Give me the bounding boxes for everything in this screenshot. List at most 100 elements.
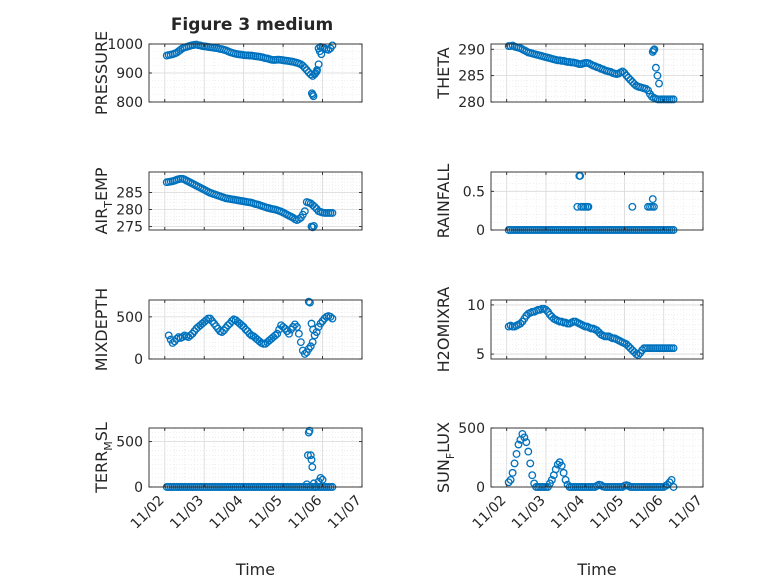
y-label-part: EMP [92, 167, 111, 201]
data-point [624, 342, 633, 351]
y-axis-label: AIRTEMP [92, 167, 115, 234]
data-point [634, 351, 643, 360]
y-tick-label: 0 [134, 352, 143, 368]
data-point [522, 438, 531, 447]
data-point [508, 468, 517, 477]
data-point [553, 460, 562, 469]
data-point [648, 195, 657, 204]
data-point [302, 66, 311, 75]
figure-title: Figure 3 medium [171, 15, 333, 35]
x-axis-label: Time [576, 560, 616, 579]
data-point [305, 426, 314, 435]
data-point [651, 63, 660, 72]
y-tick-label: 900 [116, 66, 143, 82]
axes-box [148, 427, 363, 488]
y-axis-label: MIXDEPTH [92, 288, 111, 371]
data-point [245, 329, 254, 338]
data-point [218, 328, 226, 336]
data-point [545, 310, 554, 319]
y-tick-label: 275 [116, 220, 143, 236]
data-point [308, 338, 317, 347]
data-point [168, 339, 177, 347]
data-point [310, 202, 319, 211]
data-point [300, 349, 309, 358]
data-point [223, 321, 232, 330]
data-point [559, 468, 568, 477]
data-point [584, 202, 593, 211]
data-point [326, 312, 335, 321]
y-axis-label: H2OMIXRA [434, 287, 453, 373]
y-axis-label: SUNFLUX [434, 422, 457, 493]
data-point [308, 463, 317, 471]
y-tick-label: 285 [116, 185, 143, 201]
data-point [294, 215, 303, 224]
data-point [622, 340, 631, 349]
data-point [650, 45, 659, 54]
data-point [309, 221, 318, 230]
y-tick-label: 280 [116, 203, 143, 219]
data-point [618, 67, 627, 76]
data-point [653, 71, 662, 80]
data-point [308, 223, 317, 232]
y-tick-label: 285 [458, 69, 485, 85]
y-axis-label: THETA [434, 47, 453, 99]
data-point [237, 321, 246, 330]
y-tick-label: 0 [134, 480, 143, 496]
subplot-6: 5 10 H2OMIXRA [434, 287, 704, 373]
data-point [622, 71, 631, 80]
axes-box [148, 299, 363, 360]
y-tick-label: 280 [458, 95, 485, 111]
data-point [512, 450, 521, 458]
y-tick-label: 5 [476, 347, 485, 363]
data-point [164, 331, 173, 340]
data-point [314, 60, 323, 69]
data-point [271, 331, 280, 340]
data-point [642, 84, 651, 93]
data-point [317, 50, 326, 59]
data-point [300, 207, 309, 216]
axes-background [149, 300, 362, 359]
data-point [573, 202, 582, 211]
data-point [514, 440, 523, 449]
data-point [309, 325, 318, 334]
data-point [306, 451, 315, 460]
data-point [624, 73, 633, 82]
data-point [547, 475, 556, 484]
subplot-5: 0 500 MIXDEPTH [92, 288, 363, 371]
subplot-4: 0 0.5 RAINFALL [434, 164, 704, 239]
data-point [241, 325, 250, 334]
y-axis-label: TERRMSL [92, 422, 115, 494]
y-label-subscript: T [102, 201, 115, 209]
data-point [561, 475, 570, 484]
data-point [318, 475, 327, 484]
axes-box [490, 427, 704, 488]
data-point [279, 323, 288, 331]
data-point [178, 333, 187, 342]
data-point [628, 346, 637, 355]
axes-background [149, 428, 362, 487]
y-label-part: SL [92, 422, 111, 441]
data-point [328, 314, 337, 323]
data-point [186, 331, 195, 340]
data-point [551, 465, 560, 474]
data-point [655, 79, 663, 88]
data-point [669, 344, 678, 353]
data-point [649, 202, 658, 211]
data-point [298, 61, 307, 70]
y-tick-label: 0 [476, 223, 485, 239]
data-point [626, 75, 635, 84]
y-label-part: AIR [92, 208, 111, 235]
data-point [305, 298, 314, 307]
y-label-subscript: M [102, 441, 115, 451]
data-point [328, 208, 337, 217]
data-point [626, 344, 635, 353]
y-tick-label: 0.5 [463, 184, 485, 200]
y-tick-label: 290 [458, 42, 485, 58]
data-point [520, 433, 529, 442]
data-point [557, 461, 566, 470]
data-point [504, 478, 513, 487]
data-point [510, 459, 519, 468]
